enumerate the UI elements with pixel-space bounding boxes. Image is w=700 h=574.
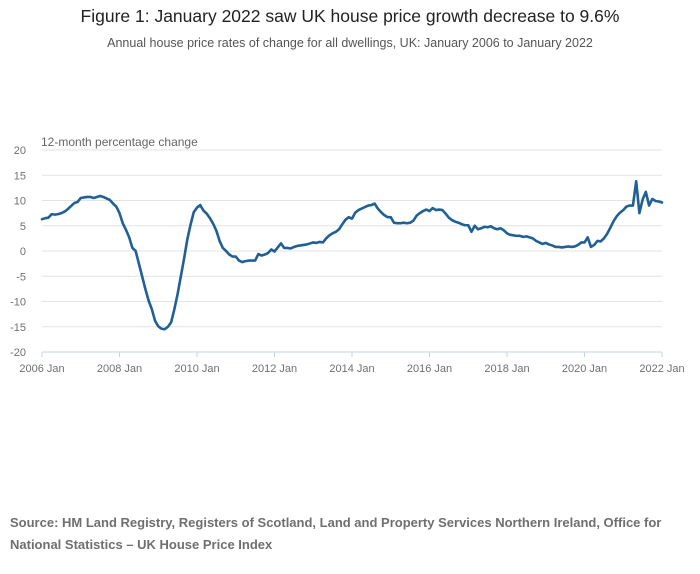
y-tick-label: -20 — [10, 347, 26, 359]
y-tick-label: 20 — [14, 145, 26, 157]
x-tick-label: 2016 Jan — [407, 363, 452, 375]
y-tick-label: 15 — [14, 170, 26, 182]
y-tick-label: -5 — [16, 271, 26, 283]
x-tick-label: 2008 Jan — [97, 363, 142, 375]
x-tick-label: 2006 Jan — [19, 363, 64, 375]
x-tick-label: 2022 Jan — [639, 363, 684, 375]
y-tick-label: -15 — [10, 322, 26, 334]
series-line — [40, 180, 664, 331]
x-tick-label: 2010 Jan — [174, 363, 219, 375]
y-tick-label: 0 — [20, 246, 26, 258]
chart-title: Figure 1: January 2022 saw UK house pric… — [80, 6, 620, 26]
x-tick-label: 2020 Jan — [562, 363, 607, 375]
chart-subtitle: Annual house price rates of change for a… — [107, 36, 593, 50]
source-note: Source: HM Land Registry, Registers of S… — [10, 515, 662, 552]
y-axis-label: 12-month percentage change — [41, 135, 198, 149]
y-tick-label: -10 — [10, 297, 26, 309]
x-tick-label: 2014 Jan — [329, 363, 374, 375]
x-tick-label: 2018 Jan — [484, 363, 529, 375]
y-tick-label: 10 — [14, 196, 26, 208]
x-tick-label: 2012 Jan — [252, 363, 297, 375]
y-tick-label: 5 — [20, 221, 26, 233]
